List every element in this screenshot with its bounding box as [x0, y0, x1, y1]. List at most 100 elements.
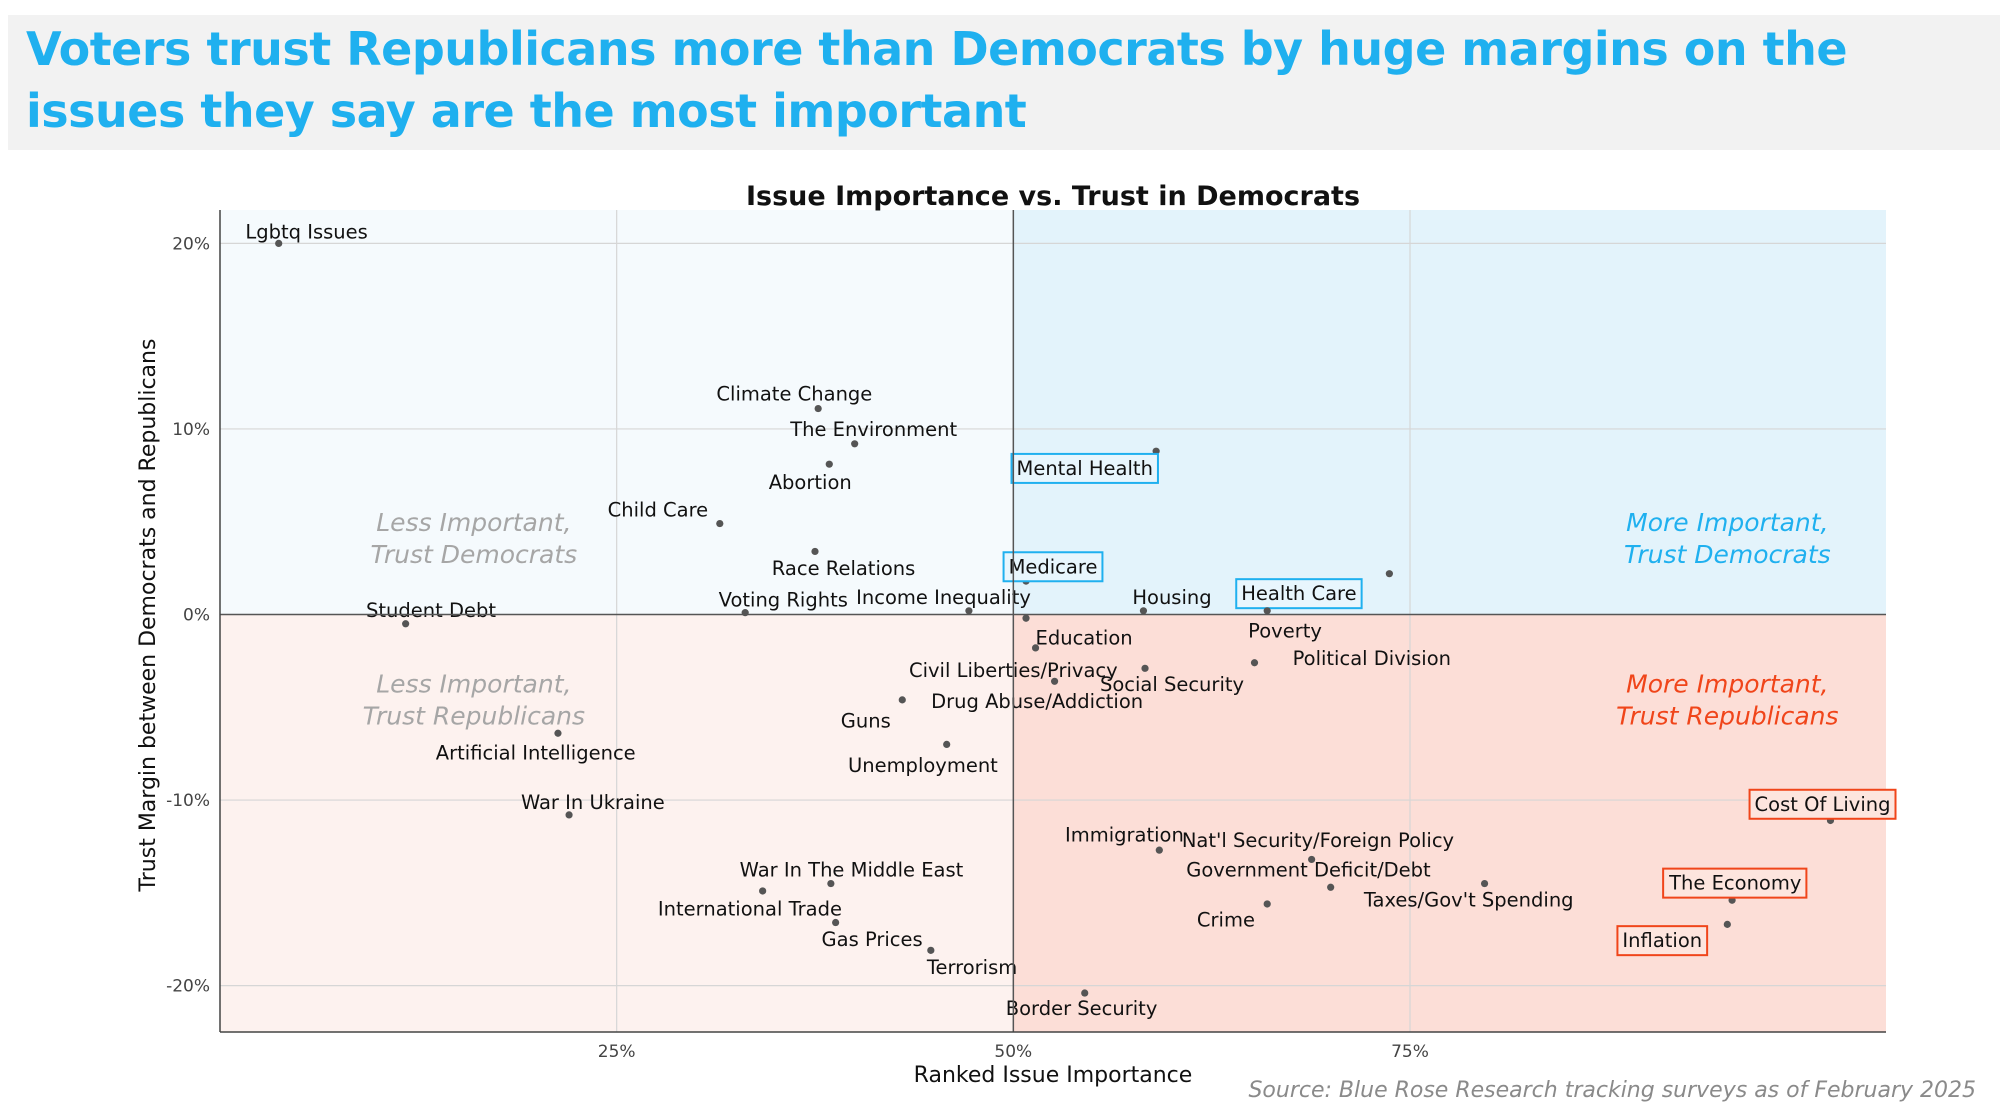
highlight-box: [1662, 867, 1808, 899]
x-tick-label: 25%: [598, 1042, 636, 1062]
point-label: Drug Abuse/Addiction: [931, 690, 1143, 713]
x-tick-label: 50%: [994, 1042, 1032, 1062]
data-point: [759, 887, 767, 895]
data-point: [1480, 879, 1489, 888]
chart-title: Issue Importance vs. Trust in Democrats: [746, 181, 1360, 212]
y-tick-label: 0%: [183, 606, 210, 626]
quadrant-more-important-rep: [1013, 614, 1886, 1032]
data-point: [1263, 900, 1271, 908]
point-label: Race Relations: [772, 557, 916, 580]
data-point: [1081, 989, 1089, 997]
point-label: Health Care: [1241, 582, 1356, 605]
quadrant-label-line: Trust Republicans: [1616, 701, 1838, 730]
point-label: Political Division: [1293, 647, 1451, 670]
point-label: Child Care: [608, 499, 709, 522]
data-point: [965, 607, 973, 615]
point-label: Education: [1036, 627, 1133, 650]
point-label: Cost Of Living: [1755, 793, 1891, 816]
point-label: Border Security: [1006, 997, 1158, 1020]
quadrant-label: More Important, Trust Republicans: [1616, 669, 1838, 730]
point-label: Medicare: [1009, 555, 1098, 578]
axes: 25% 50% 75% 20% 10% 0% -10% -20%: [166, 210, 1886, 1062]
highlight-box: [1748, 788, 1897, 820]
y-tick-label: -20%: [166, 977, 210, 997]
point-label: Government Deficit/Debt: [1186, 859, 1431, 882]
data-point: [275, 239, 283, 247]
point-label: Lgbtq Issues: [245, 220, 367, 243]
y-tick-label: 20%: [172, 234, 210, 254]
point-label: Immigration: [1065, 823, 1184, 846]
quadrant-label-line: More Important,: [1626, 669, 1828, 698]
point-label: Nat'l Security/Foreign Policy: [1182, 829, 1454, 852]
quadrant-label-line: Less Important,: [376, 508, 571, 537]
data-point: [716, 519, 724, 528]
highlight-box: [1010, 452, 1159, 484]
point-label: Crime: [1197, 909, 1255, 932]
quadrant-label: Less Important, Trust Republicans: [363, 669, 585, 730]
x-tick-label: 75%: [1391, 1042, 1429, 1062]
data-point: [811, 547, 819, 556]
point-label: Voting Rights: [719, 589, 848, 612]
point-label: Poverty: [1248, 619, 1322, 642]
data-points: Lgbtq Issues Climate Change The Environmen…: [245, 220, 1897, 1020]
quadrant-label-line: Trust Democrats: [1624, 540, 1831, 569]
data-point: [1723, 920, 1731, 928]
source-note: Source: Blue Rose Research tracking surv…: [1248, 1078, 1976, 1103]
data-point: [825, 460, 833, 468]
data-point: [1263, 607, 1271, 615]
data-point: [814, 404, 822, 413]
y-tick-label: -10%: [166, 791, 210, 811]
headline-banner: [8, 15, 2000, 150]
data-point: [1250, 659, 1259, 667]
data-point: [1050, 677, 1059, 685]
quadrant-label-line: More Important,: [1626, 508, 1828, 537]
highlight-box: [1616, 925, 1709, 957]
quadrant-label-line: Trust Democrats: [371, 540, 578, 569]
point-label: Housing: [1132, 586, 1211, 609]
data-point: [1022, 614, 1030, 622]
data-point: [1155, 846, 1163, 854]
data-point: [851, 440, 859, 448]
data-point: [1385, 570, 1393, 578]
data-point: [1308, 855, 1316, 864]
data-point: [1327, 883, 1335, 891]
data-point: [827, 879, 835, 888]
point-label: Taxes/Gov't Spending: [1363, 888, 1574, 911]
data-point: [1139, 607, 1148, 615]
point-label: Social Security: [1100, 673, 1244, 696]
y-tick-label: 10%: [172, 420, 210, 440]
point-label: Unemployment: [848, 754, 998, 777]
data-point: [1031, 644, 1040, 652]
y-axis-label: Trust Margin between Democrats and Repub…: [136, 339, 161, 893]
highlight-box: [1235, 578, 1363, 610]
data-point: [565, 811, 573, 819]
point-label: Climate Change: [716, 383, 872, 406]
point-label: Guns: [841, 709, 891, 732]
data-point: [943, 740, 951, 748]
quadrant-more-important-dem: [1013, 210, 1886, 615]
point-label: International Trade: [658, 898, 842, 921]
grid-lines: [220, 210, 1886, 1032]
point-label: Terrorism: [926, 956, 1017, 979]
data-point: [898, 696, 906, 704]
data-point: [1141, 664, 1149, 672]
data-point: [554, 729, 562, 737]
point-label: War In Ukraine: [521, 791, 665, 814]
point-label: Abortion: [769, 471, 852, 494]
data-point: [832, 918, 840, 927]
quadrant-label-line: Less Important,: [376, 669, 571, 698]
highlight-box: [1002, 551, 1104, 583]
quadrant-label: More Important, Trust Democrats: [1624, 508, 1831, 569]
point-label: The Economy: [1668, 872, 1801, 895]
point-label: Mental Health: [1017, 457, 1153, 480]
quadrant-label-line: Trust Republicans: [363, 701, 585, 730]
point-label: War In The Middle East: [740, 859, 964, 882]
quadrant-label: Less Important, Trust Democrats: [371, 508, 578, 569]
x-axis-label: Ranked Issue Importance: [914, 1063, 1193, 1088]
data-point: [927, 946, 935, 954]
point-label: Income Inequality: [856, 586, 1031, 609]
point-label: Inflation: [1622, 929, 1702, 952]
point-label: Student Debt: [366, 599, 496, 622]
